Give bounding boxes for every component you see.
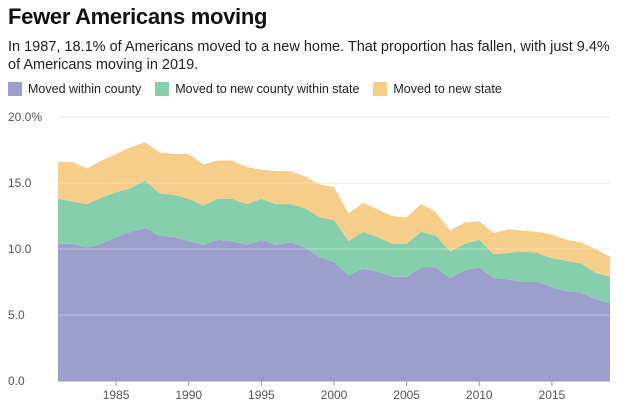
- area-series-1: [58, 180, 610, 304]
- y-tick-label: 10.0: [8, 242, 32, 256]
- y-tick-label: 5.0: [8, 308, 25, 322]
- legend-swatch-within-county: [8, 82, 22, 96]
- x-tick-label: 2005: [393, 388, 420, 402]
- area-series-0: [58, 227, 610, 381]
- area-series-2: [58, 142, 610, 277]
- x-tick-label: 2000: [321, 388, 348, 402]
- x-tick-label: 2015: [539, 388, 566, 402]
- x-tick-label: 1990: [175, 388, 202, 402]
- legend-label-within-county: Moved within county: [28, 82, 142, 96]
- legend-label-new-county: Moved to new county within state: [175, 82, 360, 96]
- legend-item-new-state: Moved to new state: [373, 82, 502, 96]
- y-tick-label: 15.0: [8, 176, 32, 190]
- x-tick-label: 1995: [248, 388, 275, 402]
- legend-swatch-new-county: [155, 82, 170, 96]
- chart-title: Fewer Americans moving: [8, 4, 268, 29]
- legend-swatch-new-state: [373, 82, 388, 96]
- legend-item-within-county: Moved within county: [8, 82, 141, 96]
- legend-label-new-state: Moved to new state: [393, 82, 502, 96]
- y-tick-label: 0.0: [8, 374, 25, 388]
- x-tick-label: 2010: [466, 388, 493, 402]
- y-tick-label: 20.0%: [8, 110, 42, 124]
- legend-item-new-county: Moved to new county within state: [155, 82, 359, 96]
- x-tick-label: 1985: [103, 388, 130, 402]
- chart-legend: Moved within county Moved to new county …: [8, 82, 516, 96]
- chart-subtitle: In 1987, 18.1% of Americans moved to a n…: [8, 39, 610, 73]
